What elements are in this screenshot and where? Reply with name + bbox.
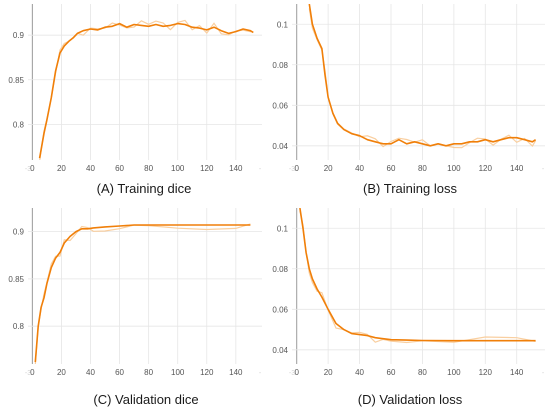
x-tick-label: 80 [418,164,427,173]
x-tick-label: 80 [418,368,427,377]
smoothed-series-line [38,22,254,159]
plot-area [299,208,536,344]
plot-area [34,223,251,364]
raw-series-line [39,19,254,160]
caption-training-dice: (A) Training dice [97,181,192,196]
panel-training-loss: 0 20 40 60 80 100 120 140 0.04 0.06 0.08 0.1 -3 - [272,4,545,173]
smoothed-series-line [299,208,536,342]
plot-area [38,19,254,160]
x-edge-label-left: -3 [289,370,295,377]
x-tick-label: 0 [294,368,299,377]
y-tick-label: 0.85 [8,76,24,85]
plot-area [308,4,537,149]
x-tick-label: 40 [355,368,364,377]
x-tick-label: 20 [324,164,333,173]
caption-training-loss: (B) Training loss [363,181,457,196]
x-tick-label: 140 [510,368,524,377]
x-tick-label: 40 [86,368,95,377]
y-tick-label: 0.1 [277,224,289,233]
x-edge-label-right: - [542,166,545,173]
y-tick-label: 0.08 [272,61,288,70]
x-edge-label-right: - [259,166,262,173]
x-tick-label: 100 [171,368,185,377]
x-tick-label: 140 [510,164,524,173]
y-tick-label: 0.1 [277,20,289,29]
x-tick-label: 80 [144,368,153,377]
caption-validation-dice: (C) Validation dice [93,392,198,407]
caption-validation-loss: (D) Validation loss [358,392,463,407]
y-tick-label: 0.8 [13,322,25,331]
x-tick-label: 60 [115,368,124,377]
y-tick-label: 0.9 [13,228,25,237]
y-tick-label: 0.08 [272,265,288,274]
x-tick-label: 40 [355,164,364,173]
x-tick-label: 120 [479,164,493,173]
x-tick-label: 60 [387,368,396,377]
x-tick-label: 0 [294,164,299,173]
x-tick-label: 120 [200,164,214,173]
x-tick-label: 100 [171,164,185,173]
x-tick-label: 40 [86,164,95,173]
y-tick-label: 0.8 [13,120,25,129]
raw-series-line [34,223,251,364]
raw-series-line [299,210,536,344]
y-tick-label: 0.06 [272,101,288,110]
x-tick-label: 0 [30,368,35,377]
x-tick-label: 140 [229,368,243,377]
x-tick-label: 60 [387,164,396,173]
x-edge-label-left: -3 [289,166,295,173]
panel-validation-loss: 0 20 40 60 80 100 120 140 0.04 0.06 0.08 0.1 -3 - [272,208,545,377]
smoothed-series-line [34,224,251,363]
y-tick-label: 0.04 [272,346,288,355]
y-tick-label: 0.85 [8,275,24,284]
y-tick-label: 0.04 [272,142,288,151]
y-tick-label: 0.9 [13,31,25,40]
smoothed-series-line [308,4,537,147]
x-tick-label: 20 [57,164,66,173]
x-tick-label: 20 [324,368,333,377]
panel-training-dice: 0 20 40 60 80 100 120 140 0.8 0.85 0.9 -3 - [8,4,262,173]
x-tick-label: 120 [200,368,214,377]
x-edge-label-right: - [542,370,545,377]
x-tick-label: 60 [115,164,124,173]
panel-validation-dice: 0 20 40 60 80 100 120 140 0.8 0.85 0.9 -3 - [8,208,262,377]
x-edge-label-left: -3 [25,166,31,173]
x-tick-label: 120 [479,368,493,377]
x-tick-label: 140 [229,164,243,173]
x-tick-label: 80 [144,164,153,173]
x-edge-label-left: -3 [25,370,31,377]
x-tick-label: 0 [30,164,35,173]
x-tick-label: 100 [447,368,461,377]
x-edge-label-right: - [259,370,262,377]
x-tick-label: 20 [57,368,66,377]
y-tick-label: 0.06 [272,305,288,314]
x-tick-label: 100 [447,164,461,173]
